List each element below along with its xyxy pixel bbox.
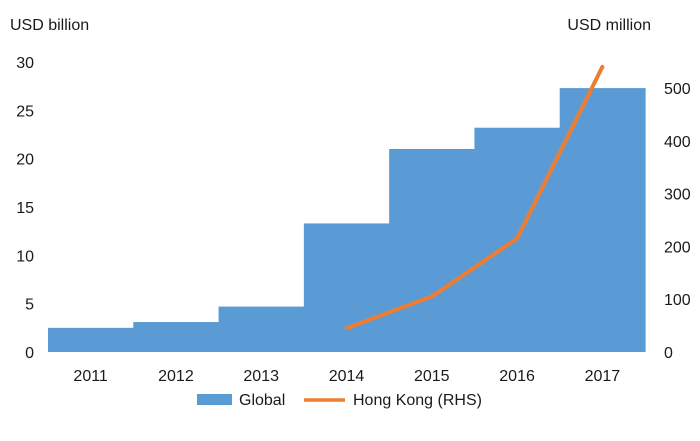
line-layer (344, 64, 605, 331)
right-tick-label: 0 (664, 345, 673, 362)
bar-global-2013 (218, 306, 305, 352)
bar-global-2011 (48, 327, 134, 352)
legend-label-hong-kong: Hong Kong (RHS) (353, 392, 482, 409)
left-tick-label: 20 (16, 152, 34, 169)
point-hong-kong-2014 (345, 326, 348, 330)
right-axis-ticks: 0 100 200 300 400 500 (664, 81, 691, 362)
point-hong-kong-2016 (515, 236, 519, 240)
line-hong-kong (344, 64, 605, 331)
right-tick-label: 200 (664, 239, 691, 256)
legend: Global Hong Kong (RHS) (197, 392, 482, 409)
x-tick-label: 2011 (73, 368, 108, 385)
left-tick-label: 25 (16, 103, 34, 120)
left-tick-label: 10 (16, 248, 34, 265)
bar-global-2015 (389, 149, 476, 352)
point-hong-kong-2015 (430, 295, 434, 299)
bar-global-2012 (133, 322, 220, 352)
left-tick-label: 5 (25, 297, 34, 314)
left-tick-label: 30 (16, 55, 34, 72)
left-tick-label: 15 (16, 200, 34, 217)
x-tick-label: 2014 (329, 368, 365, 385)
right-tick-label: 300 (664, 187, 691, 204)
legend-swatch-global (197, 394, 232, 405)
bars-layer (48, 88, 646, 352)
x-axis-ticks: 2011 2012 2013 2014 2015 2016 2017 (73, 368, 620, 385)
left-axis-ticks: 0 5 10 15 20 25 30 (16, 55, 34, 362)
legend-label-global: Global (239, 392, 285, 409)
bar-global-2014 (303, 223, 390, 352)
left-axis-unit-label: USD billion (10, 17, 89, 34)
right-tick-label: 400 (664, 134, 691, 151)
x-tick-label: 2013 (243, 368, 279, 385)
x-tick-label: 2016 (499, 368, 535, 385)
right-tick-label: 500 (664, 81, 691, 98)
point-hong-kong-2017 (600, 65, 604, 69)
x-tick-label: 2012 (158, 368, 194, 385)
x-tick-label: 2017 (585, 368, 621, 385)
x-tick-label: 2015 (414, 368, 450, 385)
right-tick-label: 100 (664, 292, 691, 309)
right-axis-unit-label: USD million (567, 17, 651, 34)
bar-global-2017 (559, 88, 646, 352)
left-tick-label: 0 (25, 345, 34, 362)
